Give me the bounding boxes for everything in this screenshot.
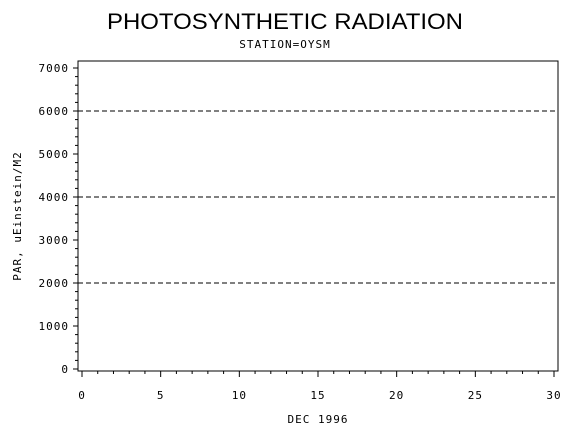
y-tick-label-7000: 7000 (39, 62, 70, 75)
y-axis-label: PAR, uEinstein/M2 (11, 151, 24, 281)
x-tick-label-15: 15 (310, 389, 325, 402)
y-tick-label-0: 0 (61, 363, 69, 376)
x-tick-label-10: 10 (232, 389, 247, 402)
x-tick-label-20: 20 (389, 389, 404, 402)
y-tick-label-3000: 3000 (39, 234, 70, 247)
y-tick-label-6000: 6000 (39, 105, 70, 118)
x-axis-label: DEC 1996 (288, 413, 349, 426)
y-tick-label-2000: 2000 (39, 277, 70, 290)
y-tick-label-1000: 1000 (39, 320, 70, 333)
y-tick-label-4000: 4000 (39, 191, 70, 204)
chart-title: PHOTOSYNTHETIC RADIATION (107, 9, 463, 34)
x-tick-label-30: 30 (546, 389, 561, 402)
y-axis: 0 1000 2000 3000 4000 5000 6000 7000 (39, 62, 78, 376)
x-tick-label-5: 5 (157, 389, 165, 402)
plot-frame (77, 60, 559, 372)
x-axis: 0 5 10 15 20 25 30 (78, 371, 561, 402)
chart-subtitle: STATION=OYSM (239, 38, 330, 51)
reference-lines (78, 110, 558, 284)
x-tick-label-0: 0 (78, 389, 86, 402)
x-tick-label-25: 25 (468, 389, 483, 402)
y-tick-label-5000: 5000 (39, 148, 70, 161)
